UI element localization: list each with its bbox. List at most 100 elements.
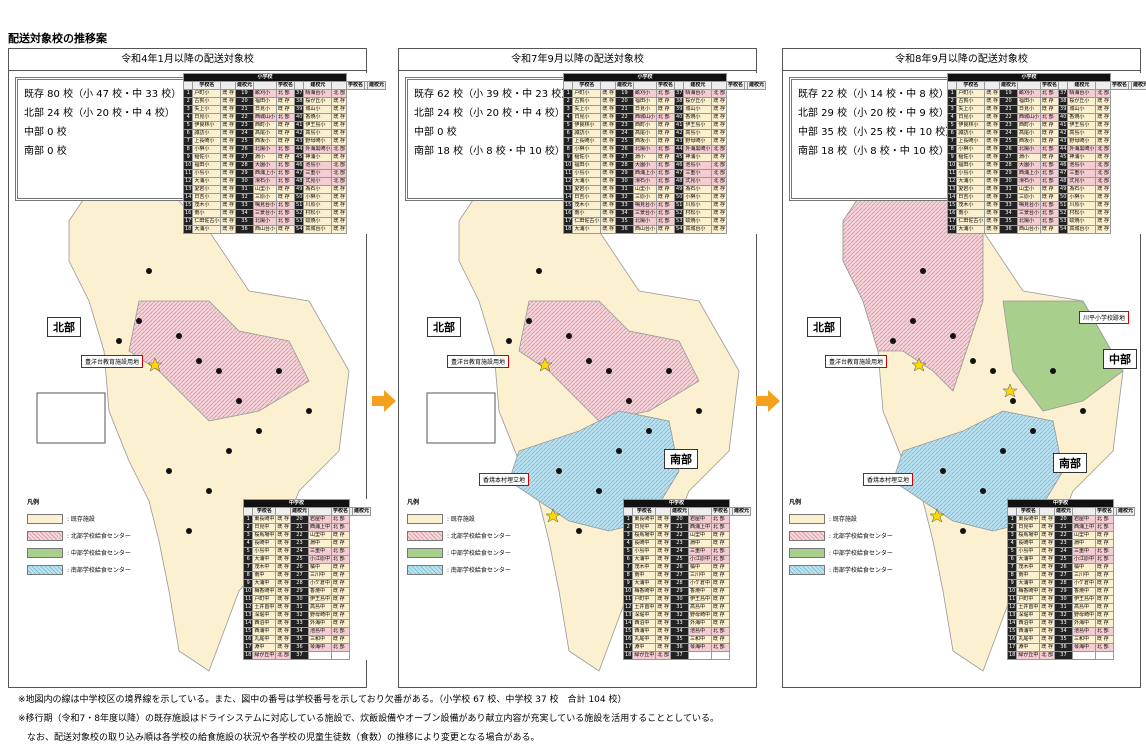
school-number: 46 — [294, 161, 305, 170]
school-number: 10 — [1006, 587, 1018, 596]
school-number: 32 — [614, 193, 635, 202]
school-number: 17 — [1006, 643, 1018, 652]
school-name: 小榊小 — [192, 145, 222, 154]
school-number: 7 — [622, 563, 634, 572]
table-group-label: 小学校 — [182, 73, 348, 82]
supply-source: 既 存 — [984, 225, 1000, 234]
table-row: 15 茂木小既 存 33 鳴見台小北 部 51 川原小既 存 — [562, 201, 766, 210]
school-name: 香焼中 — [687, 587, 713, 596]
supply-source: 北 部 — [711, 643, 731, 652]
table-group-row: 中学校 — [622, 499, 751, 508]
supply-source: 既 存 — [331, 209, 348, 218]
school-name: 高城台小 — [683, 225, 713, 234]
supply-source: 既 存 — [711, 201, 728, 210]
school-name: 三重小 — [303, 169, 333, 178]
school-number: 45 — [674, 153, 685, 162]
school-name: 福田小 — [572, 161, 602, 170]
table-row: 6 諏訪小既 存 24 高尾小既 存 42 高島小既 存 — [946, 129, 1146, 138]
school-name: 愛宕小 — [956, 185, 986, 194]
school-name: 畝刈小 — [1016, 89, 1042, 98]
table-header-cell — [331, 81, 348, 90]
supply-source: 既 存 — [1040, 225, 1060, 234]
table-header-cell — [674, 81, 685, 90]
school-number: 11 — [622, 595, 634, 604]
school-name: 上長崎小 — [192, 137, 222, 146]
school-name: 伊良林小 — [572, 121, 602, 130]
school-number: 16 — [182, 209, 194, 218]
school-name: 琴海中 — [687, 643, 713, 652]
supply-source: 既 存 — [276, 129, 296, 138]
supply-source: 北 部 — [1095, 169, 1112, 178]
school-number: 21 — [289, 523, 310, 532]
supply-source: 北 部 — [656, 113, 676, 122]
supply-source: 既 存 — [656, 121, 676, 130]
supply-source: 既 存 — [220, 145, 236, 154]
supply-source: 既 存 — [656, 225, 676, 234]
supply-source: 既 存 — [711, 539, 731, 548]
school-number: 29 — [234, 169, 255, 178]
supply-source: 既 存 — [984, 209, 1000, 218]
school-number: 1 — [622, 515, 634, 524]
school-number: 40 — [1058, 113, 1069, 122]
supply-source: 北 部 — [1040, 217, 1060, 226]
supply-source: 北 部 — [1040, 161, 1060, 170]
school-name: 西山台小 — [632, 225, 658, 234]
school-number: 2 — [562, 97, 574, 106]
table-row: 6 諏訪小既 存 24 高尾小既 存 42 高島小既 存 — [562, 129, 766, 138]
school-name: 鳴見台小 — [1016, 201, 1042, 210]
school-name: 日見小 — [252, 105, 278, 114]
table-group-row: 中学校 — [1006, 499, 1135, 508]
school-number: 33 — [614, 201, 635, 210]
supply-source: 既 存 — [1039, 643, 1055, 652]
school-number: 10 — [946, 161, 958, 170]
table-row: 5 伊良林小既 存 23 西町小既 存 41 伊王島小既 存 — [946, 121, 1146, 130]
school-number: 49 — [674, 185, 685, 194]
school-name: 城山小 — [683, 105, 713, 114]
school-number: 25 — [1053, 555, 1074, 564]
school-number: 8 — [946, 145, 958, 154]
school-name: 伊王島小 — [1067, 121, 1097, 130]
supply-source: 北 部 — [276, 169, 296, 178]
school-name: 小ケ倉中 — [1071, 579, 1097, 588]
table-row: 12 大浦小既 存 30 滑石小北 部 48 式見小北 部 — [562, 177, 766, 186]
school-name: 神浦小 — [1067, 153, 1097, 162]
supply-source: 北 部 — [711, 177, 728, 186]
school-number: 35 — [669, 635, 690, 644]
supply-source: 既 存 — [1095, 113, 1112, 122]
table-header-cell — [307, 507, 333, 516]
table-header-cell — [1095, 81, 1112, 90]
site-label: 香焼本村埋立地 — [479, 473, 530, 486]
school-number: 22 — [289, 531, 310, 540]
supply-source: 既 存 — [711, 603, 731, 612]
school-name: 大浦小 — [192, 177, 222, 186]
school-name: 池島小 — [303, 161, 333, 170]
table-header-row: 学校名 建校元 学校名 建校元 — [242, 507, 372, 516]
table-row: 13 愛宕小既 存 31 山里小既 存 49 為石小既 存 — [182, 185, 386, 194]
table-header-row: 学校名建校元学校名建校元学校名建校元 — [182, 81, 387, 90]
table-row: 13 深堀中既 存 32 野母崎中既 存 — [242, 611, 371, 620]
school-name: 緑が丘中 — [252, 651, 277, 660]
legend-label: : 北部学校給食センター — [829, 533, 893, 540]
table-row: 18 大浦小既 存 36 西山台小既 存 54 高城台小既 存 — [562, 225, 766, 234]
supply-source: 既 存 — [1095, 121, 1112, 130]
table-row: 14 日吉小既 存 32 三原小既 存 50 小榊小既 存 — [562, 193, 766, 202]
school-number: 31 — [614, 185, 635, 194]
school-number: 35 — [234, 217, 255, 226]
south-label: 南部 — [1053, 453, 1087, 473]
legend: 凡例 : 既存施設 : 北部学校給食センター : 中部学校給食センター : 南部… — [789, 497, 893, 578]
school-name: 三川中 — [307, 571, 333, 580]
supply-source: 既 存 — [1040, 185, 1060, 194]
school-number: 31 — [998, 185, 1019, 194]
school-name: 外海黒崎小 — [1067, 145, 1097, 154]
school-name: 西城山小 — [252, 113, 278, 122]
school-number: 3 — [182, 105, 194, 114]
supply-source: 北 部 — [1095, 161, 1112, 170]
supply-source: 既 存 — [1039, 555, 1055, 564]
school-number: 37 — [1058, 89, 1069, 98]
school-name: 桜馬場中 — [632, 531, 657, 540]
table-row: 11 戸町中既 存 30 伊王島中既 存 — [622, 595, 751, 604]
table-row: 9 稲佐小既 存 27 淵小既 存 45 神浦小既 存 — [182, 153, 386, 162]
school-number: 39 — [1058, 105, 1069, 114]
school-number: 21 — [234, 105, 255, 114]
supply-source: 既 存 — [220, 161, 236, 170]
